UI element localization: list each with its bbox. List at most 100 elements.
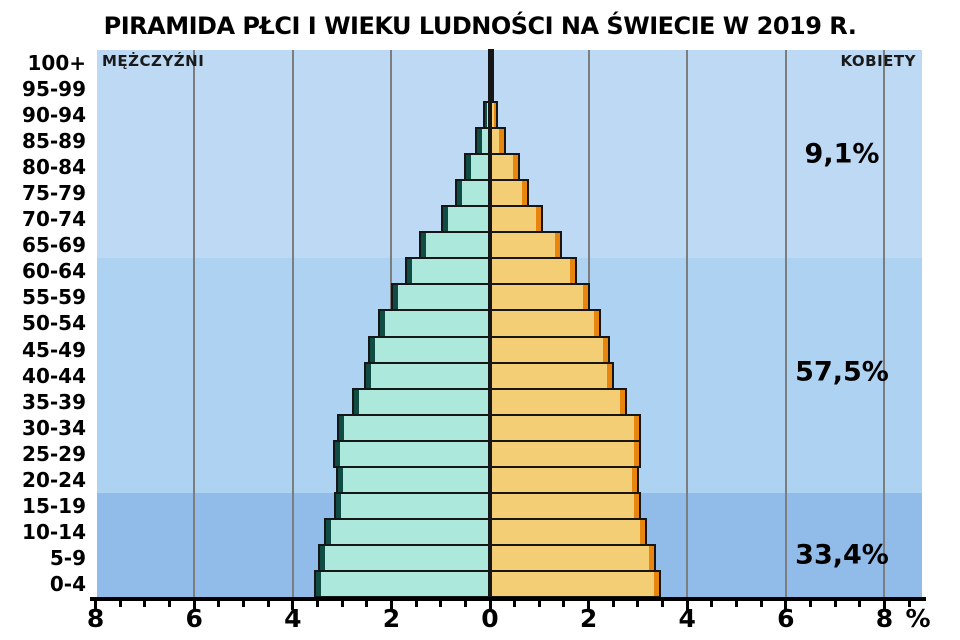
bar-female-70-74 — [490, 205, 543, 234]
bar-male-70-74 — [441, 205, 490, 234]
x-tick-label: 6 — [185, 604, 203, 633]
bar-male-65-69 — [419, 231, 490, 260]
male-bar-shade-edge — [407, 259, 412, 284]
female-bar-shade-edge — [494, 103, 496, 128]
band-share-label-20-64: 57,5% — [795, 356, 889, 388]
axis-tick — [858, 601, 862, 607]
male-bar-shade-edge — [457, 181, 462, 206]
male-bar-shade-edge — [335, 441, 340, 466]
bar-female-45-49 — [490, 335, 610, 364]
male-bar-shade-edge — [366, 363, 371, 388]
axis-tick — [562, 601, 566, 607]
gridline — [784, 50, 787, 597]
x-tick-label: 4 — [284, 604, 302, 633]
axis-tick — [94, 601, 98, 610]
age-label-15-19: 15-19 — [22, 493, 86, 518]
male-bar-shade-edge — [421, 233, 426, 258]
age-label-75-79: 75-79 — [22, 181, 86, 206]
x-axis-line — [90, 597, 926, 601]
bar-male-35-39 — [352, 387, 490, 416]
bar-male-75-79 — [455, 179, 490, 208]
bar-female-20-24 — [490, 465, 639, 494]
bar-male-10-14 — [324, 517, 490, 546]
male-bar-shade-edge — [336, 493, 341, 518]
age-label-20-24: 20-24 — [22, 467, 86, 492]
axis-tick — [710, 601, 714, 607]
male-bar-shade-edge — [477, 129, 482, 154]
female-bar-shade-edge — [583, 285, 588, 310]
x-tick-label: 8 — [875, 604, 894, 633]
band-share-label-0-19: 33,4% — [795, 539, 889, 571]
x-tick-label: 2 — [579, 604, 598, 633]
age-label-90-94: 90-94 — [22, 103, 86, 128]
age-label-40-44: 40-44 — [22, 363, 86, 388]
gridline — [686, 50, 689, 597]
age-label-35-39: 35-39 — [22, 389, 86, 414]
male-bar-shade-edge — [443, 207, 448, 232]
axis-tick — [587, 601, 591, 610]
bar-male-50-54 — [378, 309, 490, 338]
age-label-100+: 100+ — [27, 51, 86, 75]
age-label-95-99: 95-99 — [22, 77, 86, 102]
gridline — [193, 50, 196, 597]
bar-male-40-44 — [364, 361, 490, 390]
age-label-85-89: 85-89 — [22, 129, 86, 154]
bar-male-90-94 — [483, 101, 490, 130]
axis-tick — [463, 601, 467, 607]
bar-male-25-29 — [333, 439, 490, 468]
age-label-25-29: 25-29 — [22, 441, 86, 466]
age-label-80-84: 80-84 — [22, 155, 86, 180]
male-bar-shade-edge — [370, 337, 375, 362]
x-axis-unit-label: % — [905, 604, 931, 633]
male-bar-shade-edge — [354, 389, 359, 414]
male-bar-shade-edge — [316, 571, 321, 596]
bar-male-55-59 — [391, 283, 490, 312]
bar-female-75-79 — [490, 179, 529, 208]
female-bar-shade-edge — [620, 389, 625, 414]
female-bar-shade-edge — [522, 181, 527, 206]
age-label-0-4: 0-4 — [49, 571, 86, 596]
x-tick-label: 6 — [777, 604, 795, 633]
axis-tick — [513, 601, 517, 607]
male-bar-shade-edge — [380, 311, 385, 336]
band-share-label-65-plus: 9,1% — [804, 138, 880, 170]
age-label-70-74: 70-74 — [22, 207, 86, 232]
bar-female-25-29 — [490, 439, 641, 468]
bar-male-60-64 — [405, 257, 490, 286]
age-label-10-14: 10-14 — [22, 519, 86, 544]
axis-tick — [488, 601, 492, 610]
female-bar-shade-edge — [536, 207, 541, 232]
bar-male-45-49 — [368, 335, 490, 364]
male-bar-shade-edge — [485, 103, 487, 128]
female-bar-shade-edge — [594, 311, 599, 336]
bar-female-85-89 — [490, 127, 506, 156]
axis-tick — [414, 601, 418, 607]
male-bar-shade-edge — [466, 155, 471, 180]
x-tick-label: 2 — [382, 604, 401, 633]
male-bar-shade-edge — [320, 545, 325, 570]
axis-tick — [143, 601, 147, 607]
female-bar-shade-edge — [603, 337, 608, 362]
female-bar-shade-edge — [632, 467, 637, 492]
bar-male-15-19 — [334, 491, 490, 520]
age-label-30-34: 30-34 — [22, 415, 86, 440]
female-bar-shade-edge — [654, 571, 659, 596]
female-bar-shade-edge — [649, 545, 654, 570]
axis-tick — [833, 601, 837, 607]
axis-tick — [217, 601, 221, 607]
axis-tick — [192, 601, 196, 610]
bar-female-90-94 — [490, 101, 498, 130]
females-header-label: KOBIETY — [840, 52, 916, 70]
male-bar-shade-edge — [326, 519, 331, 544]
x-tick-label: 0 — [481, 604, 499, 633]
axis-tick — [439, 601, 443, 607]
axis-tick — [340, 601, 344, 607]
bar-female-10-14 — [490, 517, 647, 546]
axis-tick — [907, 601, 911, 607]
bar-female-40-44 — [490, 361, 614, 390]
age-label-5-9: 5-9 — [49, 545, 86, 570]
female-bar-shade-edge — [555, 233, 560, 258]
bar-female-30-34 — [490, 413, 641, 442]
chart-title: PIRAMIDA PŁCI I WIEKU LUDNOŚCI NA ŚWIECI… — [103, 12, 857, 40]
